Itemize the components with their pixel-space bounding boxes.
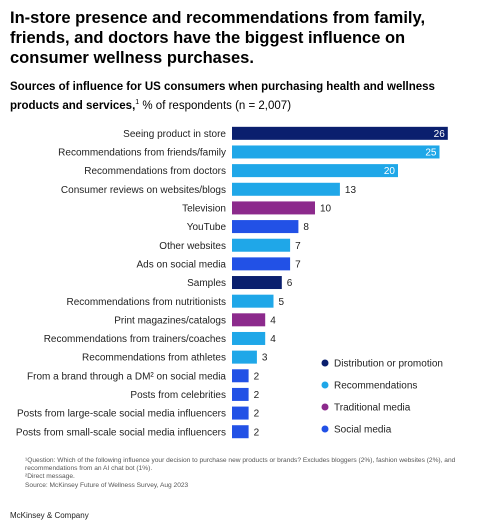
category-label: Seeing product in store: [123, 129, 226, 140]
value-label: 2: [254, 427, 260, 438]
value-label: 2: [254, 371, 260, 382]
category-label: Recommendations from doctors: [84, 166, 226, 177]
category-label: Television: [182, 204, 226, 215]
bar: [232, 331, 266, 345]
bar: [232, 182, 340, 196]
bar: [232, 313, 266, 327]
subtitle-rest: % of respondents (n = 2,007): [139, 99, 292, 112]
legend-label: Traditional media: [334, 403, 411, 414]
category-label: Other websites: [159, 241, 226, 252]
value-label: 10: [320, 204, 332, 215]
value-label: 4: [270, 315, 276, 326]
footnote-dm: ²Direct message.: [25, 473, 75, 481]
value-label: 26: [434, 129, 446, 140]
value-label: 7: [295, 259, 301, 270]
value-label: 25: [425, 148, 437, 159]
value-label: 2: [254, 390, 260, 401]
category-label: Recommendations from trainers/coaches: [44, 334, 226, 345]
category-label: Print magazines/catalogs: [114, 315, 226, 326]
subtitle-footnote-marker: 1: [135, 99, 140, 106]
value-label: 20: [384, 166, 396, 177]
value-label: 2: [254, 409, 260, 420]
bar: [232, 257, 291, 271]
chart-subtitle: Sources of influence for US consumers wh…: [10, 80, 480, 114]
category-label: Posts from celebrities: [130, 390, 226, 401]
bar: [232, 369, 249, 383]
bar: [232, 126, 448, 140]
category-label: Recommendations from nutritionists: [66, 297, 226, 308]
category-label: From a brand through a DM² on social med…: [27, 371, 226, 382]
bar: [232, 387, 249, 401]
headline: In-store presence and recommendations fr…: [10, 9, 426, 67]
legend-marker: [321, 359, 329, 367]
value-label: 3: [262, 353, 268, 364]
bar: [232, 201, 315, 215]
value-label: 4: [270, 334, 276, 345]
bar: [232, 238, 291, 252]
bar: [232, 145, 440, 159]
value-label: 8: [303, 222, 309, 233]
bar: [232, 425, 249, 439]
legend-marker: [321, 381, 329, 389]
legend-label: Distribution or promotion: [334, 359, 443, 370]
legend-label: Recommendations: [334, 381, 417, 392]
bar: [232, 164, 398, 178]
footnote-source: Source: McKinsey Future of Wellness Surv…: [25, 481, 189, 489]
bar: [232, 350, 257, 364]
value-label: 5: [279, 297, 285, 308]
value-label: 6: [287, 278, 293, 289]
legend-label: Social media: [334, 425, 392, 436]
bar: [232, 406, 249, 420]
category-label: Recommendations from athletes: [82, 353, 226, 364]
footnote-question: ¹Question: Which of the following influe…: [25, 457, 456, 473]
category-label: Consumer reviews on websites/blogs: [61, 185, 226, 196]
category-label: Posts from large-scale social media infl…: [17, 409, 226, 420]
category-label: Ads on social media: [137, 259, 227, 270]
value-label: 7: [295, 241, 301, 252]
category-label: YouTube: [187, 222, 227, 233]
bar: [232, 294, 274, 308]
brand-logo: McKinsey & Company: [10, 511, 89, 520]
category-label: Posts from small-scale social media infl…: [16, 427, 226, 438]
value-label: 13: [345, 185, 357, 196]
category-label: Samples: [187, 278, 226, 289]
bar: [232, 276, 282, 290]
footnotes: ¹Question: Which of the following influe…: [25, 457, 485, 490]
subtitle-bold: Sources of influence for US consumers wh…: [10, 81, 435, 112]
legend-marker: [321, 403, 329, 411]
bar: [232, 220, 299, 234]
bar-chart: Seeing product in store 26Recommendations…: [16, 126, 448, 439]
category-label: Recommendations from friends/family: [58, 148, 226, 159]
legend-marker: [321, 425, 329, 433]
